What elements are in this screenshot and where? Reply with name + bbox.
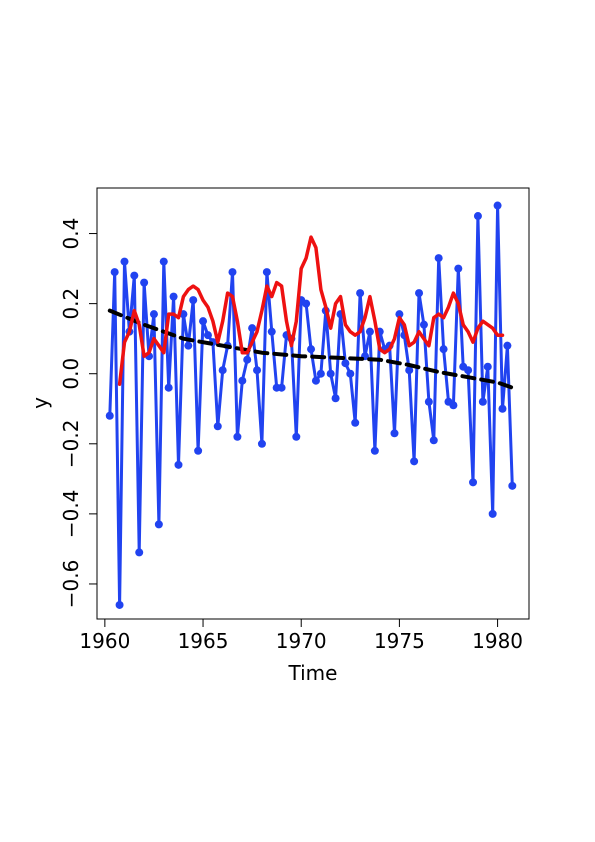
- x-axis: 1960 1965 1970 1975 1980: [79, 618, 523, 653]
- observed-point: [464, 366, 473, 375]
- observed-point: [135, 548, 144, 557]
- observed-point: [115, 600, 124, 609]
- observed-point: [454, 264, 463, 273]
- observed-point: [316, 369, 325, 378]
- observed-point: [218, 366, 227, 375]
- observed-point: [213, 422, 222, 431]
- observed-point: [194, 446, 203, 455]
- observed-point: [473, 212, 482, 221]
- observed-point: [262, 268, 271, 277]
- observed-point: [434, 254, 443, 263]
- observed-point: [356, 289, 365, 298]
- observed-point: [508, 481, 517, 490]
- observed-point: [149, 310, 158, 319]
- observed-point: [105, 411, 114, 420]
- observed-point: [331, 394, 340, 403]
- observed-point: [302, 299, 311, 308]
- observed-point: [365, 327, 374, 336]
- x-tick-label: 1960: [79, 629, 130, 653]
- observed-point: [341, 359, 350, 368]
- observed-point: [184, 341, 193, 350]
- y-tick-label: 0.0: [59, 358, 83, 390]
- y-tick-label: 0.2: [59, 288, 83, 320]
- observed-point: [257, 439, 266, 448]
- y-tick-label: 0.4: [59, 218, 83, 250]
- observed-point: [395, 310, 404, 319]
- observed-point: [498, 404, 507, 413]
- observed-point: [415, 289, 424, 298]
- observed-point: [429, 436, 438, 445]
- observed-point: [267, 327, 276, 336]
- observed-point: [419, 320, 428, 329]
- observed-point: [174, 460, 183, 469]
- observed-point: [164, 383, 173, 392]
- observed-point: [390, 429, 399, 438]
- trend-series-line: [107, 308, 515, 390]
- observed-point: [424, 397, 433, 406]
- observed-point: [449, 401, 458, 410]
- observed-point: [503, 341, 512, 350]
- observed-point: [154, 520, 163, 529]
- observed-point: [233, 432, 242, 441]
- smooth-series-line: [117, 235, 505, 386]
- observed-point: [238, 376, 247, 385]
- observed-point: [493, 201, 502, 210]
- observed-point: [405, 366, 414, 375]
- x-axis-title: Time: [288, 661, 338, 685]
- x-tick-label: 1970: [276, 629, 327, 653]
- observed-point: [351, 418, 360, 427]
- observed-point: [370, 446, 379, 455]
- observed-point: [478, 397, 487, 406]
- y-tick-label: −0.4: [59, 490, 83, 539]
- observed-point: [130, 271, 139, 280]
- observed-point: [326, 369, 335, 378]
- observed-point: [469, 478, 478, 487]
- y-axis: −0.6 −0.4 −0.2 0.0 0.2 0.4: [59, 218, 98, 609]
- observed-point: [203, 331, 212, 340]
- observed-point: [169, 292, 178, 301]
- y-tick-label: −0.2: [59, 420, 83, 469]
- observed-point: [228, 268, 237, 277]
- observed-point: [248, 324, 257, 333]
- y-tick-label: −0.6: [59, 560, 83, 609]
- observed-point: [159, 257, 168, 266]
- observed-point: [110, 268, 119, 277]
- observed-point: [488, 509, 497, 518]
- x-tick-label: 1975: [374, 629, 425, 653]
- series-layer: [105, 201, 517, 609]
- observed-point: [199, 317, 208, 326]
- observed-point: [439, 345, 448, 354]
- observed-point: [483, 362, 492, 371]
- observed-point: [120, 257, 129, 266]
- observed-point: [346, 369, 355, 378]
- observed-point: [243, 355, 252, 364]
- x-tick-label: 1965: [178, 629, 229, 653]
- observed-point: [307, 345, 316, 354]
- observed-point: [311, 376, 320, 385]
- observed-point: [189, 296, 198, 305]
- observed-point: [277, 383, 286, 392]
- observed-point: [292, 432, 301, 441]
- x-tick-label: 1980: [472, 629, 523, 653]
- y-axis-title: y: [28, 397, 52, 409]
- observed-point: [253, 366, 262, 375]
- observed-point: [410, 457, 419, 466]
- observed-point: [140, 278, 149, 287]
